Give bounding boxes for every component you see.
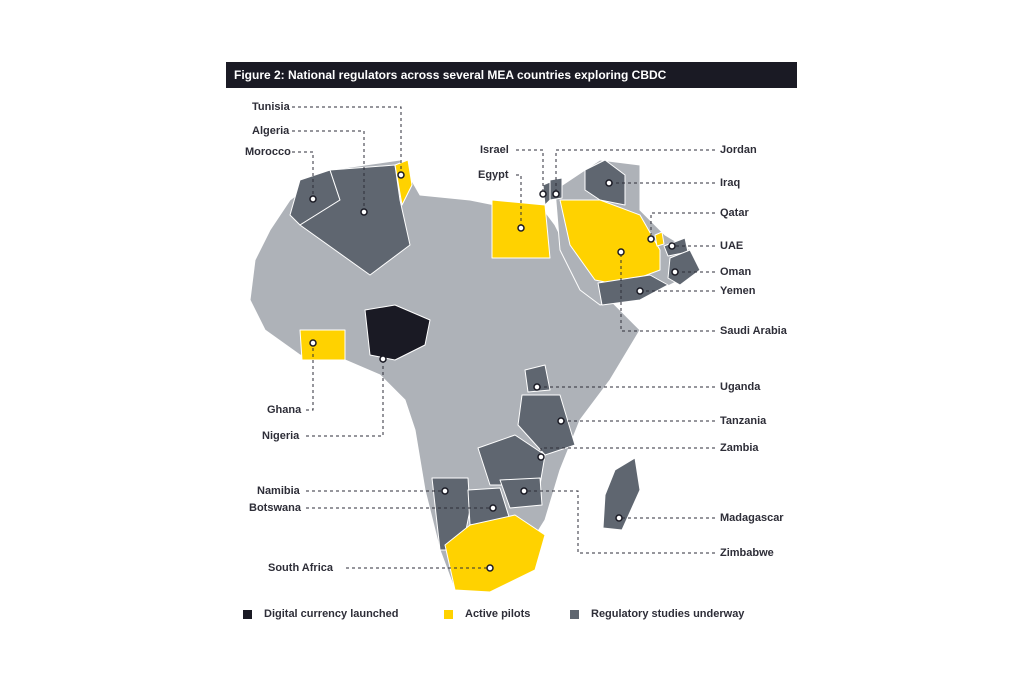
region-yemen	[597, 274, 669, 306]
marker-israel	[539, 190, 547, 198]
marker-south-africa	[486, 564, 494, 572]
figure-title: Figure 2: National regulators across sev…	[226, 62, 797, 88]
marker-madagascar	[615, 514, 623, 522]
legend-launched-label: Digital currency launched	[264, 608, 399, 620]
label-tanzania: Tanzania	[720, 415, 767, 427]
marker-botswana	[489, 504, 497, 512]
legend-launched: Digital currency launched	[243, 608, 398, 620]
label-egypt: Egypt	[478, 169, 509, 181]
label-zimbabwe: Zimbabwe	[720, 547, 774, 559]
legend-studies-label: Regulatory studies underway	[591, 608, 745, 620]
marker-zimbabwe	[520, 487, 528, 495]
region-oman	[667, 249, 701, 286]
legend-pilots-label: Active pilots	[465, 608, 531, 620]
label-zambia: Zambia	[720, 442, 759, 454]
marker-qatar	[647, 235, 655, 243]
label-uganda: Uganda	[720, 381, 761, 393]
label-qatar: Qatar	[720, 207, 749, 219]
region-south-africa	[444, 514, 546, 593]
label-madagascar: Madagascar	[720, 512, 784, 524]
marker-ghana	[309, 339, 317, 347]
marker-uganda	[533, 383, 541, 391]
marker-morocco	[309, 195, 317, 203]
region-tunisia	[394, 159, 413, 206]
label-saudi-arabia: Saudi Arabia	[720, 325, 787, 337]
label-nigeria: Nigeria	[262, 430, 300, 442]
label-israel: Israel	[480, 144, 509, 156]
legend-launched-swatch	[243, 609, 252, 619]
marker-iraq	[605, 179, 613, 187]
region-madagascar	[602, 457, 641, 531]
label-jordan: Jordan	[720, 144, 757, 156]
label-namibia: Namibia	[257, 485, 300, 497]
region-saudi-arabia	[559, 199, 661, 286]
label-oman: Oman	[720, 266, 752, 278]
region-nigeria	[364, 304, 431, 361]
region-qatar	[654, 231, 665, 247]
legend-studies: Regulatory studies underway	[570, 608, 744, 620]
legend-pilots-swatch	[444, 609, 453, 619]
label-south-africa: South Africa	[268, 562, 333, 574]
marker-saudi-arabia	[617, 248, 625, 256]
leader-lines	[292, 106, 715, 569]
legend-pilots: Active pilots	[444, 608, 530, 620]
label-algeria: Algeria	[252, 125, 290, 137]
label-botswana: Botswana	[249, 502, 301, 514]
marker-namibia	[441, 487, 449, 495]
label-morocco: Morocco	[245, 146, 291, 158]
markers	[309, 171, 679, 572]
region-iraq	[584, 159, 626, 206]
label-tunisia: Tunisia	[252, 101, 290, 113]
label-iraq: Iraq	[720, 177, 741, 189]
marker-yemen	[636, 287, 644, 295]
legend-studies-swatch	[570, 609, 579, 619]
region-ghana	[299, 329, 346, 361]
region-zambia	[477, 434, 546, 486]
marker-algeria	[360, 208, 368, 216]
marker-jordan	[552, 190, 560, 198]
label-uae: UAE	[720, 240, 744, 252]
marker-tanzania	[557, 417, 565, 425]
marker-zambia	[537, 453, 545, 461]
label-ghana: Ghana	[267, 404, 302, 416]
label-yemen: Yemen	[720, 285, 756, 297]
region-tanzania	[517, 394, 576, 456]
marker-nigeria	[379, 355, 387, 363]
marker-oman	[671, 268, 679, 276]
marker-tunisia	[397, 171, 405, 179]
region-uganda	[524, 364, 551, 393]
marker-egypt	[517, 224, 525, 232]
marker-uae	[668, 242, 676, 250]
